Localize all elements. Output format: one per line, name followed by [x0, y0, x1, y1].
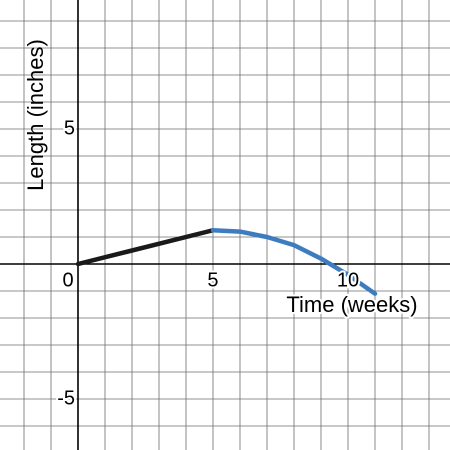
x-tick-label: 10 [337, 269, 359, 291]
x-tick-label: 0 [62, 269, 73, 291]
plot [75, 228, 378, 296]
y-axis-label: Length (inches) [23, 39, 48, 191]
series-line [75, 228, 216, 267]
x-axis-label: Time (weeks) [286, 292, 417, 317]
y-tick-label: -5 [57, 387, 75, 409]
y-tick-label: 5 [64, 117, 75, 139]
x-tick-label: 5 [207, 269, 218, 291]
series-line [210, 228, 378, 296]
